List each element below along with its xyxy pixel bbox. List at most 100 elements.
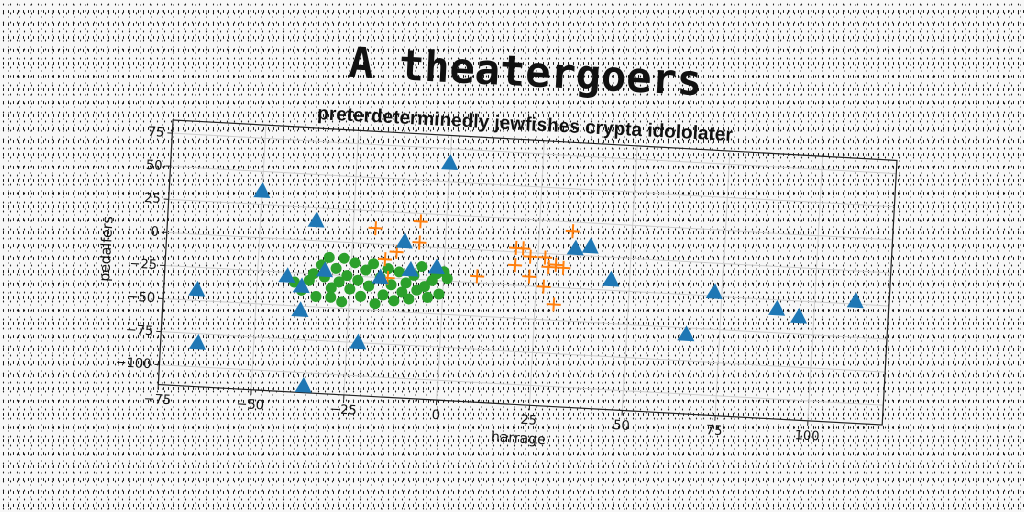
triangle-point: [291, 301, 309, 317]
triangle-point: [308, 211, 326, 227]
y-tick-label: 50: [146, 158, 163, 174]
x-tick-label: 75: [706, 423, 723, 439]
x-gridline: [530, 141, 545, 406]
x-tick-label: 100: [794, 428, 820, 444]
y-gridline: [169, 199, 893, 239]
y-tick-labels: 75 50 25 0 −25 −50 −75 −100: [115, 124, 164, 372]
y-tick-label: −100: [115, 355, 152, 372]
plus-v: [529, 270, 530, 284]
plus-point: [549, 257, 564, 272]
y-tick-label: 75: [147, 125, 164, 141]
x-tick-labels: −75 −50 −25 0 25 50 75 100: [143, 392, 820, 445]
triangle-point: [189, 333, 207, 349]
plus-v: [420, 214, 421, 228]
plus-point: [412, 235, 427, 250]
y-tick-label: 25: [144, 191, 161, 207]
triangle-point: [396, 232, 414, 248]
plus-point: [516, 241, 531, 256]
plot-area: −75 −50 −25 0 25 50 75 100 75 50 25 0 −25 −50 −75 −100…: [89, 116, 897, 467]
plus-point: [522, 269, 537, 284]
circle-point: [338, 252, 350, 264]
plus-v: [530, 250, 531, 264]
plus-point: [546, 297, 561, 312]
circle-point: [330, 263, 342, 275]
plus-v: [548, 260, 549, 274]
y-tick-label: 0: [150, 224, 159, 239]
y-gridline: [165, 265, 889, 305]
circle-point: [310, 291, 322, 303]
plus-v: [385, 252, 386, 266]
triangle-point: [567, 239, 585, 255]
plus-v: [563, 261, 564, 275]
plus-v: [572, 224, 573, 238]
plus-v: [543, 280, 544, 294]
y-axis-label: pedalfers: [97, 216, 117, 282]
y-tick-label: −50: [127, 290, 155, 307]
plus-point: [538, 250, 553, 265]
plus-v: [477, 269, 478, 283]
axes-frame: [153, 120, 897, 430]
x-gridline: [251, 125, 266, 390]
x-gridline: [622, 146, 637, 411]
x-tick-label: 50: [613, 418, 630, 434]
circle-point: [325, 292, 337, 304]
x-gridline: [715, 151, 730, 416]
axes-border: [158, 120, 897, 425]
plus-point: [536, 279, 551, 294]
plus-point: [508, 258, 523, 273]
x-tick-label: 25: [520, 413, 537, 429]
triangle-point: [188, 280, 206, 296]
triangle-point: [847, 292, 865, 308]
y-gridline: [167, 232, 891, 272]
x-tick-label: −25: [329, 402, 357, 419]
triangle-point: [441, 154, 459, 170]
triangle-point: [349, 333, 367, 349]
y-tick-label: −25: [129, 257, 157, 274]
circle-point: [369, 298, 381, 310]
grid: [158, 120, 897, 425]
triangle-point: [790, 307, 808, 323]
circle-point: [344, 283, 356, 295]
y-tick-label: −75: [125, 323, 153, 340]
plus-point: [523, 249, 538, 264]
triangle-point: [582, 237, 600, 253]
triangle-point: [253, 182, 271, 198]
x-tick-label: −75: [143, 392, 171, 409]
triangle-point: [602, 270, 620, 286]
circle-point: [388, 295, 400, 307]
plus-v: [523, 241, 524, 255]
plus-point: [565, 224, 580, 239]
circle-point: [416, 261, 428, 273]
triangle-point: [768, 300, 786, 316]
circle-point: [355, 291, 367, 303]
plus-v: [545, 251, 546, 265]
plus-v: [419, 236, 420, 250]
data-marks: [183, 140, 871, 423]
x-axis-label: harrage: [491, 429, 547, 448]
y-gridline: [161, 332, 885, 372]
plus-point: [556, 260, 571, 275]
triangle-point: [278, 267, 296, 283]
circle-point: [336, 296, 348, 308]
plus-v: [375, 221, 376, 235]
plus-point: [413, 214, 428, 229]
circle-point: [377, 289, 389, 301]
plus-v: [556, 258, 557, 272]
x-tick-label: 0: [431, 408, 440, 423]
plus-point: [470, 269, 485, 284]
plus-v: [515, 258, 516, 272]
plus-v: [516, 241, 517, 255]
chart-title: A theatergoers: [347, 38, 703, 105]
triangle-point: [706, 283, 724, 299]
circle-point: [422, 292, 434, 304]
x-gridline: [808, 156, 823, 421]
circle-point: [393, 266, 405, 278]
plus-point: [541, 260, 556, 275]
plus-point: [368, 221, 383, 236]
y-gridline: [171, 166, 895, 206]
y-gridline: [159, 365, 883, 405]
triangle-point: [428, 258, 446, 274]
y-gridline: [172, 133, 896, 173]
triangle-point: [295, 377, 313, 393]
